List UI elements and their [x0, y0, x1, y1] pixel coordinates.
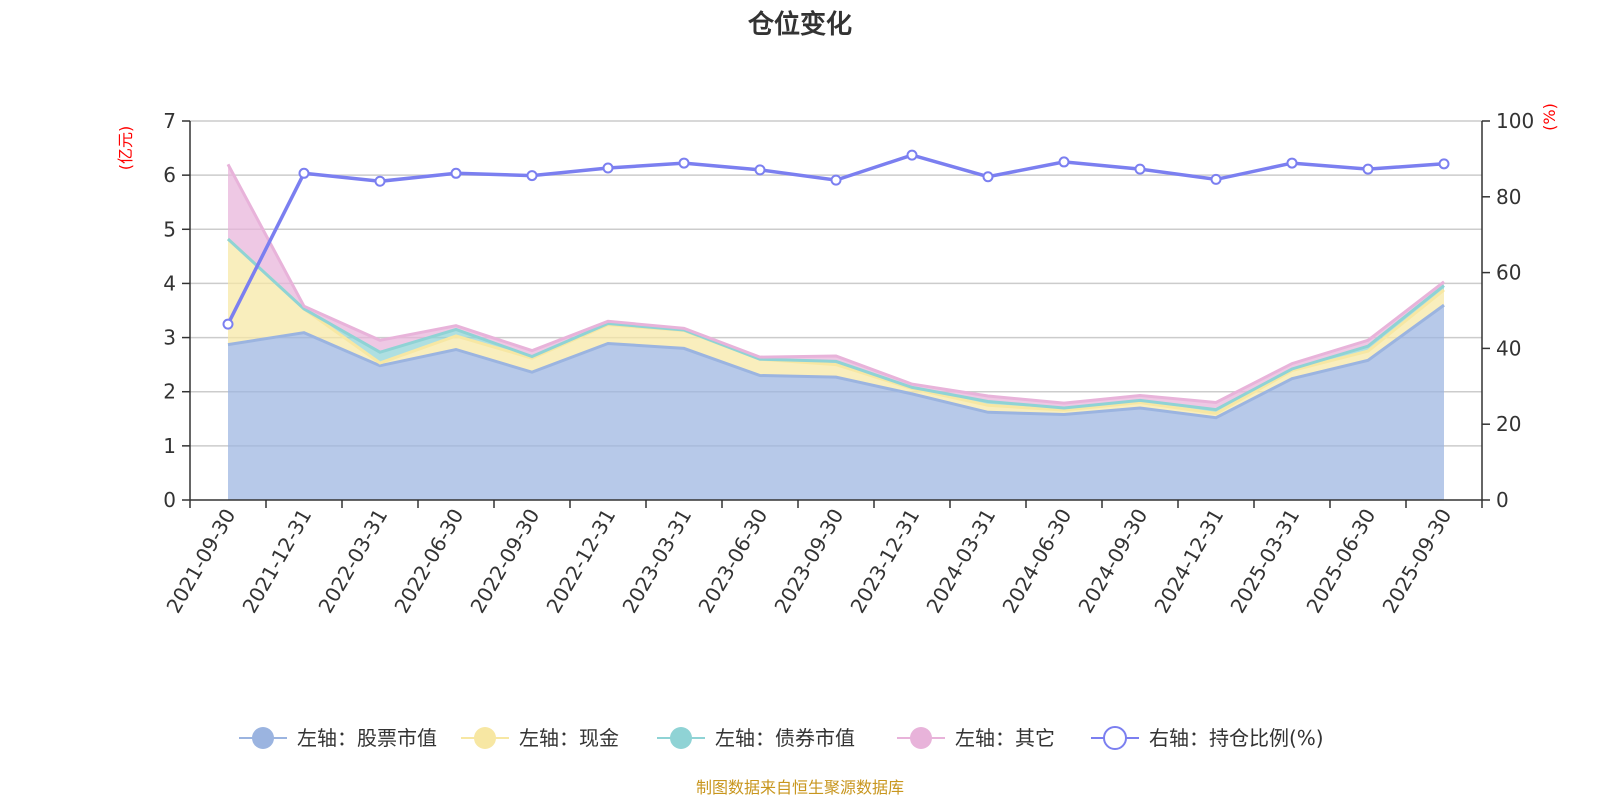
position-ratio-point	[222, 318, 234, 330]
legend-label: 右轴：持仓比例(%)	[1149, 726, 1324, 750]
position-ratio-point	[678, 157, 690, 169]
right-axis-tick-label: 60	[1496, 261, 1521, 285]
legend-label: 左轴：债券市值	[715, 726, 855, 750]
position-ratio-point	[1362, 163, 1374, 175]
legend-other[interactable]: 左轴：其它	[897, 726, 1055, 750]
position-ratio-point	[1286, 157, 1298, 169]
left-axis-tick-label: 1	[163, 434, 176, 458]
x-axis-tick-label: 2023-03-31	[617, 505, 696, 618]
x-axis-tick-label: 2024-06-30	[997, 505, 1076, 618]
x-axis-tick-label: 2023-06-30	[693, 505, 772, 618]
x-axis-tick-label: 2021-12-31	[237, 505, 316, 618]
right-axis-unit: (%)	[1540, 103, 1559, 131]
left-axis-tick-label: 3	[163, 326, 176, 350]
chart-title: 仓位变化	[747, 9, 852, 40]
x-axis-tick-label: 2025-03-31	[1225, 505, 1304, 618]
legend-marker	[1103, 726, 1127, 750]
left-axis-tick-label: 0	[163, 488, 176, 512]
position-ratio-point	[526, 170, 538, 182]
x-axis-tick-label: 2023-09-30	[769, 505, 848, 618]
stock-value-area-edge	[227, 303, 1445, 420]
position-ratio-point	[450, 167, 462, 179]
position-ratio-point	[1058, 156, 1070, 168]
left-axis-unit: (亿元)	[116, 126, 135, 171]
position-ratio-point	[374, 175, 386, 187]
position-ratio-point	[754, 164, 766, 176]
cash-area-edge	[226, 237, 1445, 415]
right-axis-tick-label: 100	[1496, 109, 1534, 133]
x-axis-tick-label: 2022-03-31	[313, 505, 392, 618]
right-axis-tick-label: 80	[1496, 185, 1521, 209]
position-ratio-point	[830, 174, 842, 186]
legend-marker	[252, 727, 274, 749]
legend-bond-value[interactable]: 左轴：债券市值	[657, 726, 855, 750]
position-ratio-point	[1210, 173, 1222, 185]
legend[interactable]: 左轴：股票市值 左轴：现金 左轴：债券市值 左轴：其它 右轴：持仓比例(%)	[239, 726, 1324, 750]
x-axis-tick-label: 2024-12-31	[1149, 505, 1228, 618]
legend-marker	[910, 727, 932, 749]
right-axis-tick-label: 40	[1496, 336, 1521, 360]
x-axis-tick-label: 2021-09-30	[161, 505, 240, 618]
position-ratio-point	[1134, 163, 1146, 175]
legend-label: 左轴：股票市值	[297, 726, 437, 750]
stock-value-area	[228, 305, 1444, 500]
x-axis-tick-label: 2025-09-30	[1377, 505, 1456, 618]
position-ratio-point	[298, 167, 310, 179]
x-axis-tick-label: 2024-09-30	[1073, 505, 1152, 618]
legend-position-ratio[interactable]: 右轴：持仓比例(%)	[1091, 726, 1324, 750]
data-source: 制图数据来自恒生聚源数据库	[696, 778, 904, 797]
legend-label: 左轴：现金	[519, 726, 619, 750]
x-axis-tick-label: 2022-09-30	[465, 505, 544, 618]
x-axis-tick-label: 2022-12-31	[541, 505, 620, 618]
left-axis-tick-label: 4	[163, 271, 176, 295]
left-axis-tick-label: 5	[163, 217, 176, 241]
x-axis-tick-label: 2023-12-31	[845, 505, 924, 618]
x-axis-tick-label: 2025-06-30	[1301, 505, 1380, 618]
legend-cash[interactable]: 左轴：现金	[461, 726, 619, 750]
legend-marker	[474, 727, 496, 749]
legend-stock-value[interactable]: 左轴：股票市值	[239, 726, 437, 750]
x-axis-tick-label: 2022-06-30	[389, 505, 468, 618]
position-ratio-point	[906, 149, 918, 161]
left-axis-tick-label: 6	[163, 163, 176, 187]
position-ratio-line	[222, 149, 1450, 330]
position-ratio-point	[602, 162, 614, 174]
legend-label: 左轴：其它	[955, 726, 1055, 750]
x-axis-tick-label: 2024-03-31	[921, 505, 1000, 618]
right-axis-tick-label: 0	[1496, 488, 1509, 512]
legend-marker	[670, 727, 692, 749]
other-area-edge	[226, 163, 1445, 405]
stacked-areas	[226, 163, 1445, 500]
left-axis-tick-label: 2	[163, 380, 176, 404]
left-axis-tick-label: 7	[163, 109, 176, 133]
right-axis-tick-label: 20	[1496, 412, 1521, 436]
position-ratio-point	[1438, 158, 1450, 170]
bond-value-area-edge	[226, 237, 1445, 412]
position-ratio-point	[982, 171, 994, 183]
